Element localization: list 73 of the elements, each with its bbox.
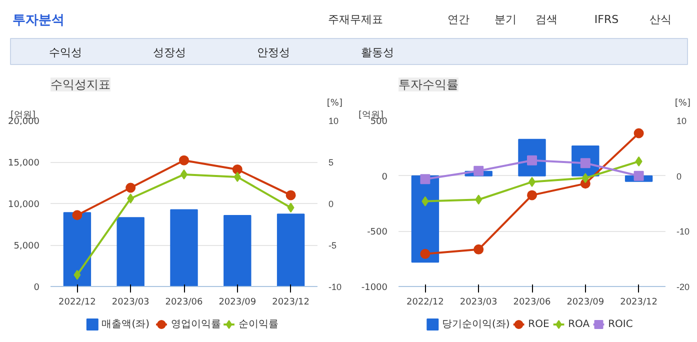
legend-label: ROA <box>568 319 590 330</box>
y2-tick-label: -5 <box>328 240 337 250</box>
text: 연간 <box>448 13 470 26</box>
point <box>72 210 82 220</box>
y2-tick-label: 5 <box>328 158 334 168</box>
point <box>635 156 642 166</box>
x-tick-label: 2023/12 <box>620 298 658 308</box>
text: 안정성 <box>257 46 290 59</box>
point <box>420 248 430 259</box>
bar <box>224 215 252 286</box>
legend-label: ROIC <box>608 319 633 330</box>
point <box>634 170 644 181</box>
text: 성장성 <box>153 46 186 59</box>
point <box>527 190 537 200</box>
y-tick-label: -1000 <box>361 283 388 293</box>
x-tick-label: 2022/12 <box>58 298 96 308</box>
legend-label: ROE <box>528 319 550 330</box>
y-tick-label: -500 <box>367 228 388 238</box>
text: 수익성 <box>49 46 82 59</box>
point <box>287 202 294 213</box>
x-tick-label: 2023/03 <box>460 298 498 308</box>
legend-label: 영업이익률 <box>170 319 221 330</box>
bar <box>116 217 144 286</box>
point <box>475 194 482 205</box>
point <box>420 174 430 184</box>
y2-tick-label: -10 <box>676 226 690 237</box>
y2-tick-label: 10 <box>328 116 339 126</box>
text: IFRS <box>594 13 619 26</box>
y-tick-label: 10,000 <box>8 200 40 210</box>
text: 투자분석 <box>12 13 64 28</box>
point <box>474 166 484 176</box>
text: 산식 <box>650 13 672 26</box>
bar <box>170 209 198 286</box>
point <box>422 196 429 206</box>
y2-tick-label: -10 <box>328 282 342 292</box>
chart-title: 수익성지표 <box>50 78 110 92</box>
y2-tick-label: 10 <box>676 116 687 126</box>
x-tick-label: 2023/09 <box>218 298 256 308</box>
bar <box>276 214 305 286</box>
legend-label: 당기순이익(좌) <box>442 319 510 330</box>
legend-label: 매출액(좌) <box>102 319 150 330</box>
x-tick-label: 2023/12 <box>272 298 310 308</box>
point <box>286 190 296 200</box>
chart-title: 투자수익률 <box>398 78 458 92</box>
y-tick-label: 5,000 <box>14 242 40 252</box>
point <box>179 155 189 166</box>
y2-axis-title: [%] <box>326 98 343 108</box>
y2-tick-label: -20 <box>676 282 690 292</box>
point <box>126 182 136 193</box>
x-tick-label: 2023/06 <box>513 298 551 308</box>
y-tick-label: 15,000 <box>8 158 40 168</box>
x-tick-label: 2023/03 <box>112 298 150 308</box>
point <box>474 244 484 254</box>
text: 활동성 <box>361 46 394 59</box>
text: 검색 <box>536 13 558 26</box>
point <box>232 164 242 174</box>
point <box>74 270 81 280</box>
point <box>634 128 644 138</box>
y2-tick-label: 0 <box>676 171 682 182</box>
bar <box>63 212 92 286</box>
point <box>234 172 241 182</box>
point <box>127 194 134 204</box>
point <box>582 173 589 184</box>
text: 분기 <box>494 13 516 26</box>
y2-tick-label: 0 <box>328 199 334 209</box>
y2-axis-title: [%] <box>674 98 691 108</box>
x-tick-label: 2022/12 <box>406 298 444 308</box>
y-tick-label: 0 <box>382 172 388 182</box>
x-tick-label: 2023/09 <box>566 298 604 308</box>
x-tick-label: 2023/06 <box>165 298 203 308</box>
y-tick-label: 0 <box>34 283 40 293</box>
text: 주재무제표 <box>328 13 383 26</box>
legend-label: 순이익률 <box>238 319 278 330</box>
